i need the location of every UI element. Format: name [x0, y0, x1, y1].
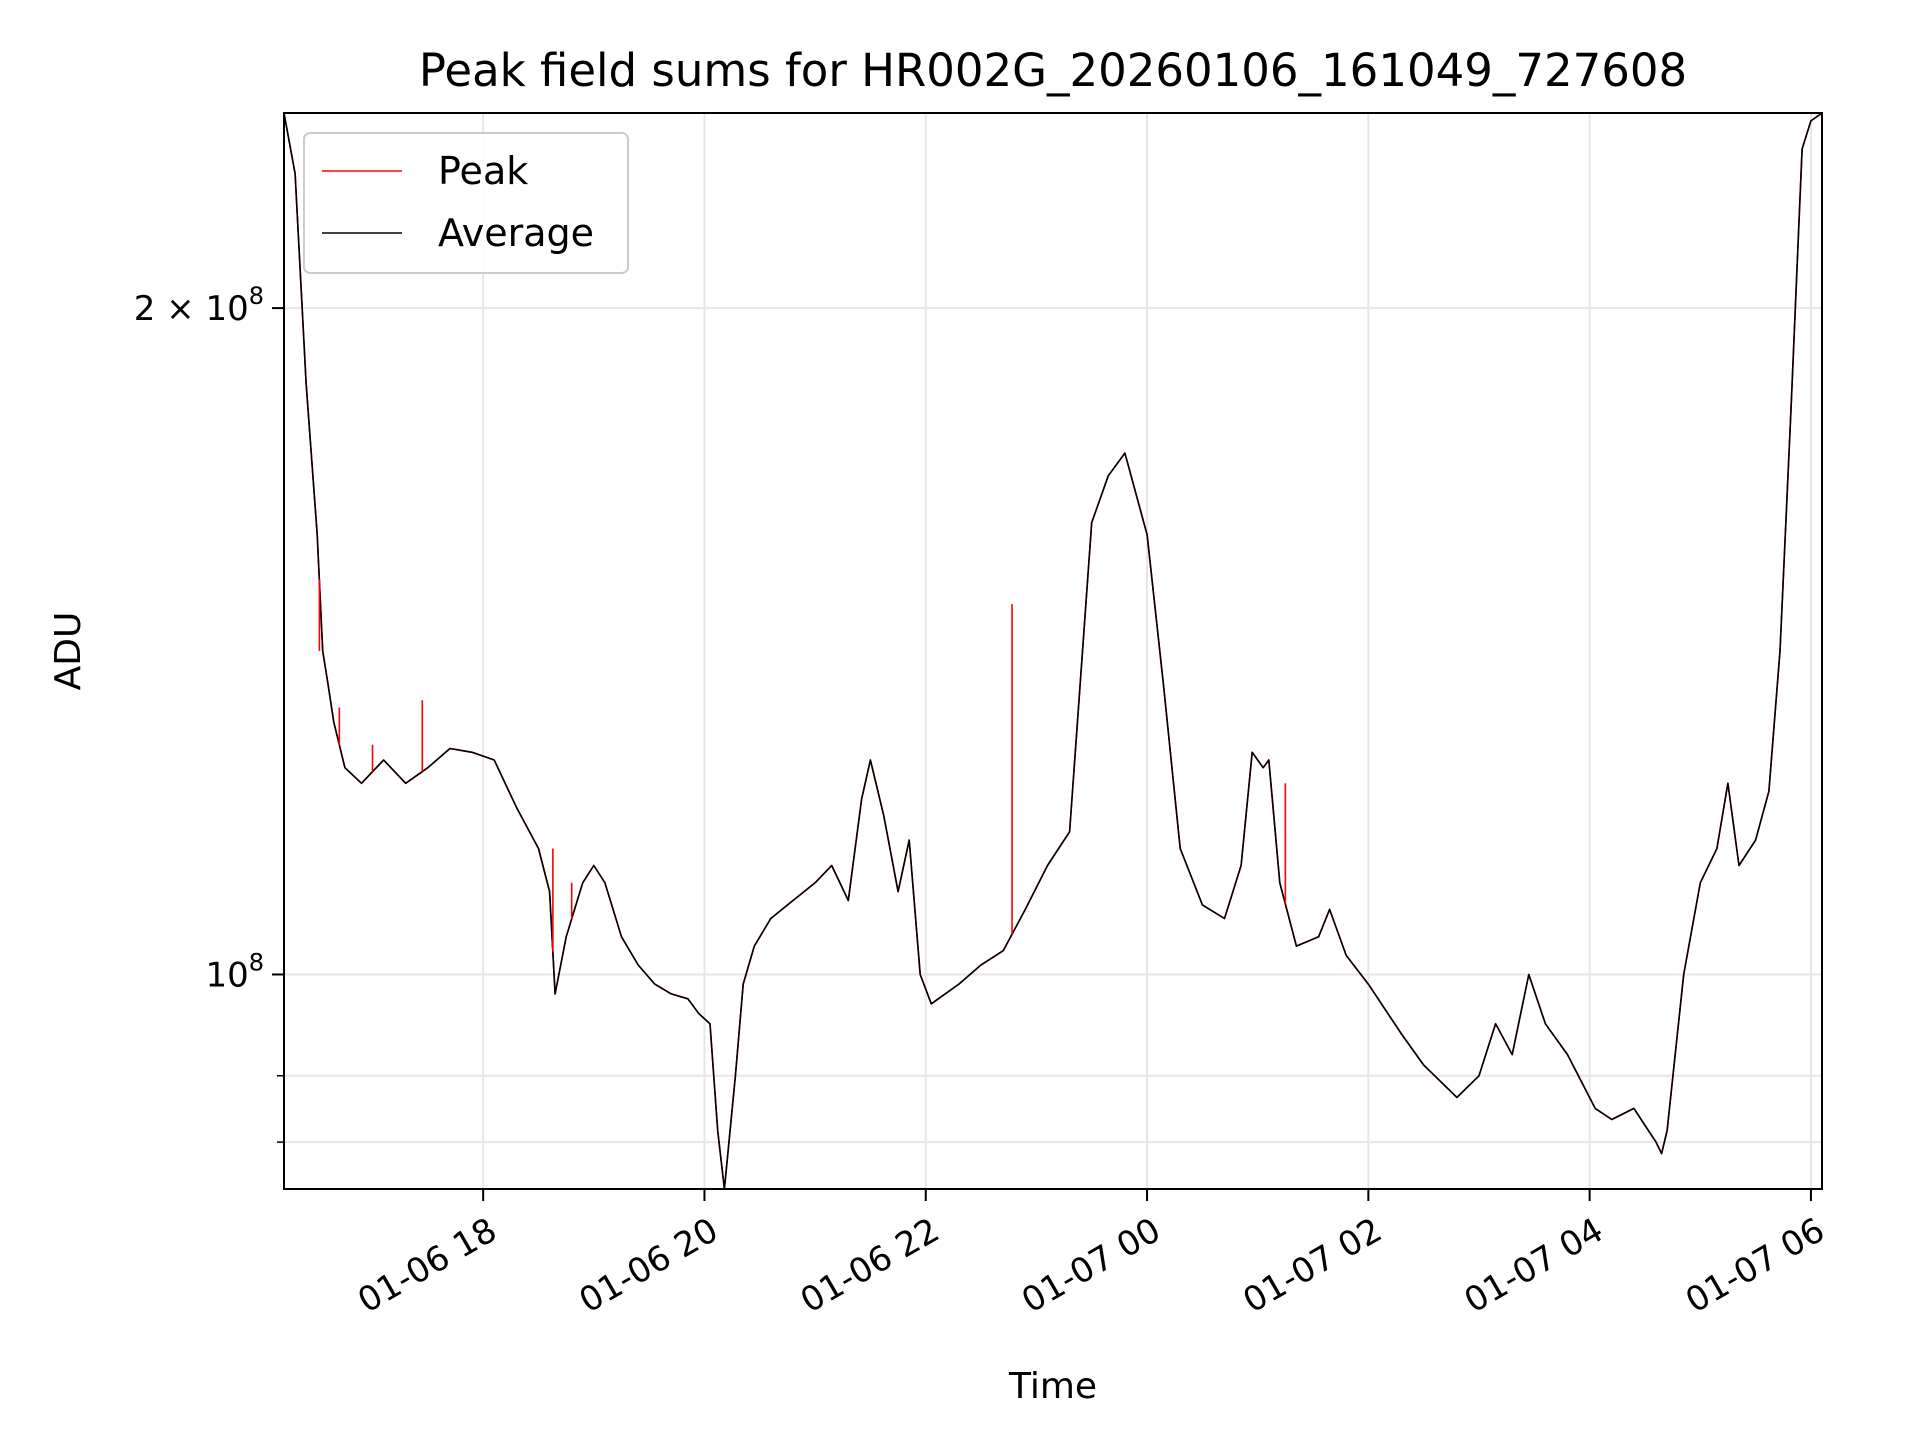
- chart-title: Peak field sums for HR002G_20260106_1610…: [419, 44, 1687, 97]
- legend-box: [303, 132, 629, 274]
- x-tick-label: 01-06 20: [573, 1210, 725, 1321]
- y-tick-label: 108: [205, 948, 264, 995]
- x-tick-label: 01-07 02: [1236, 1210, 1388, 1321]
- grid: [284, 113, 1822, 1189]
- y-tick-label: 2 × 108: [134, 282, 264, 329]
- x-axis-label: Time: [1008, 1366, 1097, 1407]
- x-tick-label: 01-06 18: [351, 1210, 503, 1321]
- y-tick-exponent: 8: [249, 282, 264, 310]
- legend: Peak Average: [303, 132, 629, 274]
- y-tick-exponent: 8: [249, 948, 264, 976]
- series-line-peak: [283, 112, 1823, 1190]
- x-tick-label: 01-07 04: [1458, 1210, 1610, 1321]
- x-axis: 01-06 18 01-06 20 01-06 22 01-07 00 01-07 02…: [351, 1189, 1831, 1321]
- y-tick-mantissa: 2 × 10: [134, 289, 249, 329]
- x-tick-label: 01-07 00: [1015, 1210, 1167, 1321]
- legend-label-peak: Peak: [438, 149, 528, 193]
- x-tick-label: 01-07 06: [1679, 1210, 1831, 1321]
- x-tick-label: 01-06 22: [794, 1210, 946, 1321]
- series-line-average: [283, 112, 1823, 1190]
- plot-lines: [283, 112, 1823, 1190]
- y-axis-label: ADU: [48, 612, 89, 691]
- plot-frame: [283, 112, 1823, 1190]
- legend-label-average: Average: [438, 211, 594, 255]
- y-tick-mantissa: 10: [205, 955, 248, 995]
